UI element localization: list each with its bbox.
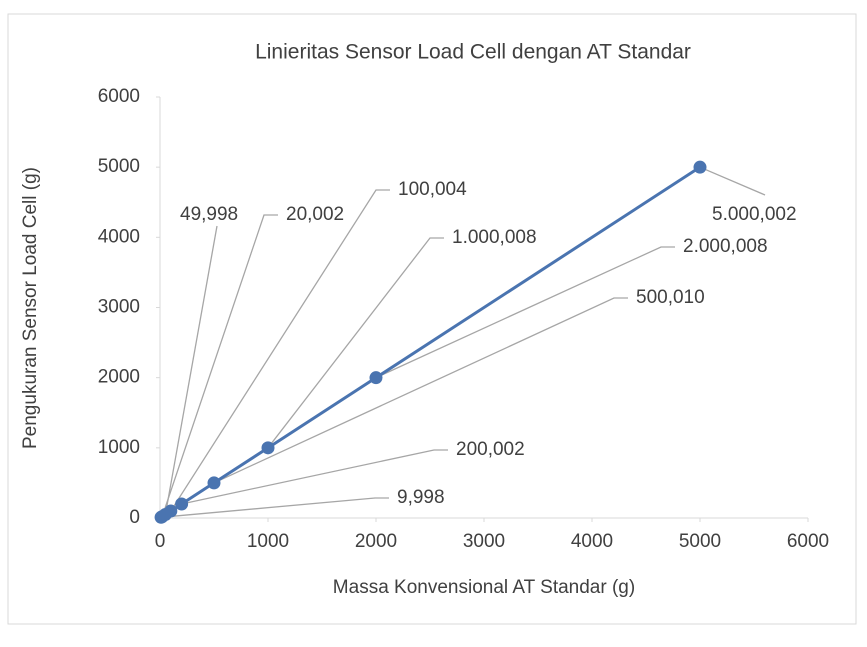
leader-line xyxy=(699,166,766,196)
x-tick-label: 6000 xyxy=(787,531,829,552)
x-tick-label: 2000 xyxy=(355,531,397,552)
data-point xyxy=(207,476,221,490)
y-tick-label: 6000 xyxy=(98,86,140,107)
data-label: 5.000,002 xyxy=(712,204,797,225)
leader-line xyxy=(161,214,278,517)
leader-line xyxy=(213,297,628,484)
y-tick-label: 4000 xyxy=(98,226,140,247)
leader-line xyxy=(375,246,675,379)
chart-frame xyxy=(7,13,857,625)
x-tick-label: 5000 xyxy=(679,531,721,552)
data-label: 2.000,008 xyxy=(683,236,768,257)
y-tick-label: 5000 xyxy=(98,156,140,177)
leader-line xyxy=(170,189,390,512)
x-axis-label: Massa Konvensional AT Standar (g) xyxy=(333,577,635,598)
data-point xyxy=(175,497,189,511)
y-tick-label: 0 xyxy=(129,507,140,528)
y-tick-label: 3000 xyxy=(98,297,140,318)
data-label: 9,998 xyxy=(397,487,445,508)
leader-line xyxy=(267,237,444,449)
data-label: 1.000,008 xyxy=(452,227,537,248)
data-label: 500,010 xyxy=(636,287,705,308)
leader-line xyxy=(164,225,218,515)
y-tick-label: 2000 xyxy=(98,367,140,388)
data-point xyxy=(693,160,707,174)
x-tick-label: 3000 xyxy=(463,531,505,552)
y-tick-label: 1000 xyxy=(98,437,140,458)
x-tick-label: 4000 xyxy=(571,531,613,552)
data-label: 200,002 xyxy=(456,439,525,460)
x-tick-label: 1000 xyxy=(247,531,289,552)
x-tick-label: 0 xyxy=(155,531,166,552)
y-axis-label: Pengukuran Sensor Load Cell (g) xyxy=(20,167,41,449)
data-label: 20,002 xyxy=(286,204,344,225)
data-point xyxy=(261,441,275,455)
leader-line xyxy=(161,497,389,518)
leader-line xyxy=(181,449,448,505)
chart-title: Linieritas Sensor Load Cell dengan AT St… xyxy=(255,41,691,64)
data-label: 100,004 xyxy=(398,179,467,200)
data-label: 49,998 xyxy=(180,204,238,225)
data-point xyxy=(164,504,178,518)
data-point xyxy=(369,371,383,385)
